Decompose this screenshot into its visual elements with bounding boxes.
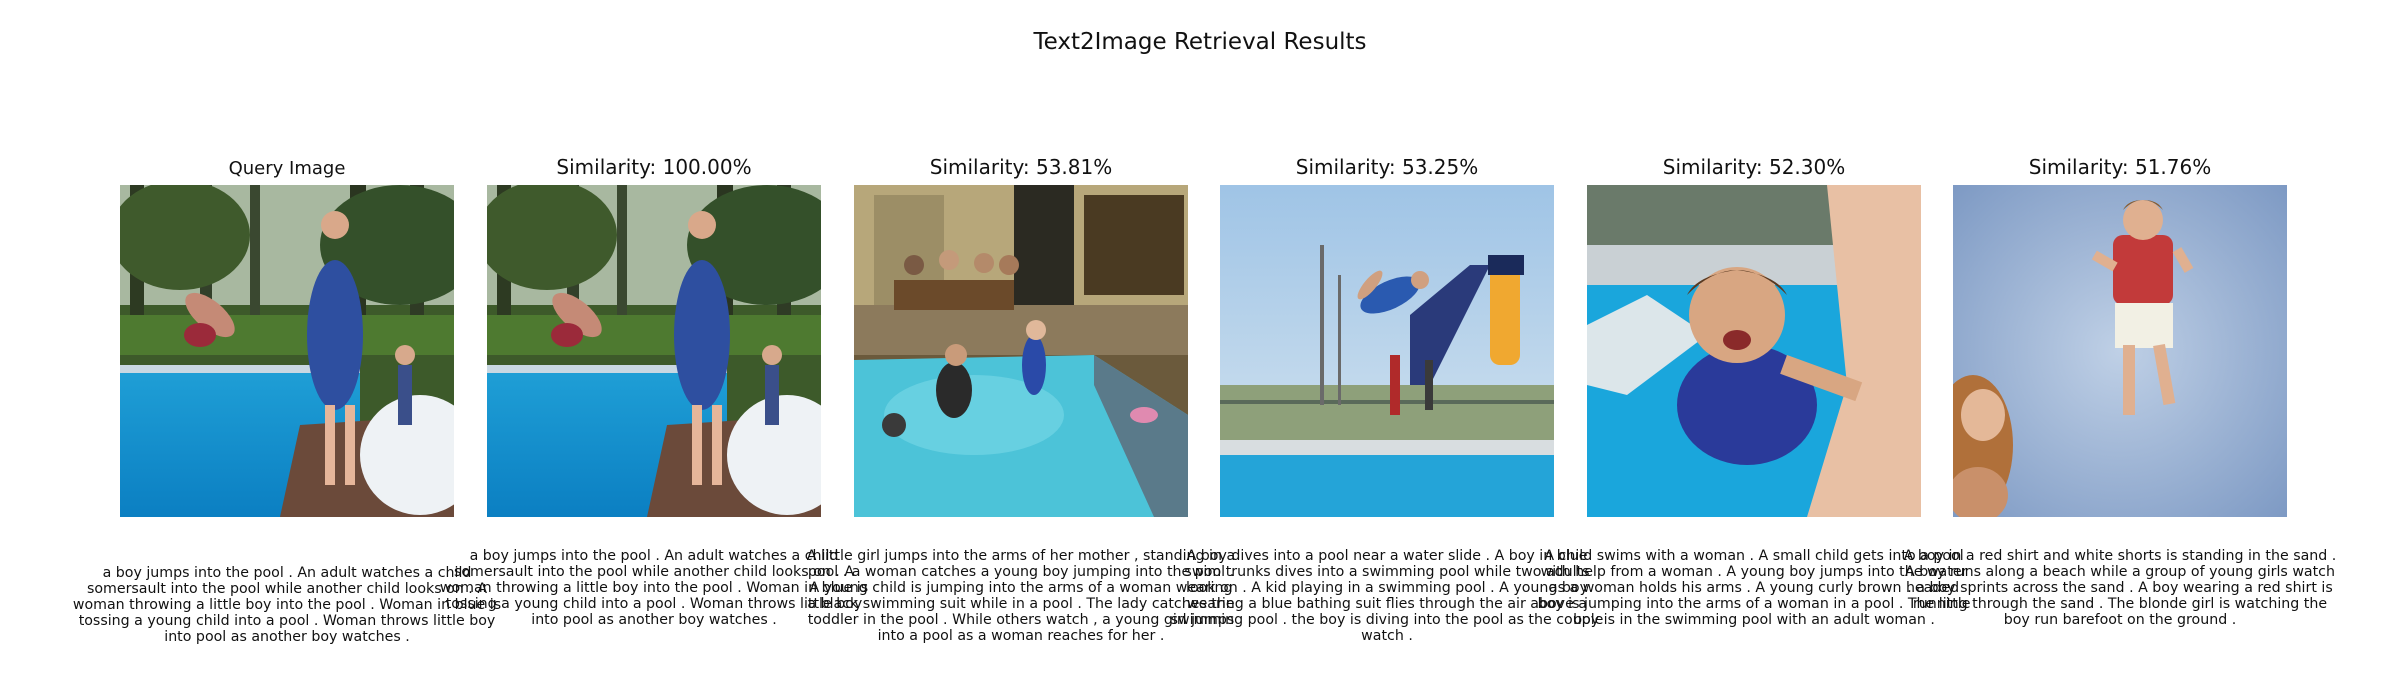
query-image bbox=[120, 185, 454, 517]
result-caption-1: a boy jumps into the pool . An adult wat… bbox=[439, 548, 869, 628]
result-image-2 bbox=[854, 185, 1188, 517]
result-caption-5: A boy in a red shirt and white shorts is… bbox=[1903, 548, 2337, 628]
similarity-label-2: Similarity: 53.81% bbox=[929, 155, 1113, 179]
query-caption: a boy jumps into the pool . An adult wat… bbox=[72, 565, 502, 645]
similarity-label-3: Similarity: 53.25% bbox=[1295, 155, 1479, 179]
result-image-3 bbox=[1220, 185, 1554, 517]
page-title: Text2Image Retrieval Results bbox=[1033, 29, 1367, 55]
result-caption-2: A little girl jumps into the arms of her… bbox=[806, 548, 1236, 644]
result-image-5 bbox=[1953, 185, 2287, 517]
query-image-label: Query Image bbox=[228, 158, 346, 179]
similarity-label-4: Similarity: 52.30% bbox=[1662, 155, 1846, 179]
similarity-label-1: Similarity: 100.00% bbox=[556, 155, 752, 179]
similarity-label-5: Similarity: 51.76% bbox=[2028, 155, 2212, 179]
result-caption-3: A boy dives into a pool near a water sli… bbox=[1170, 548, 1604, 644]
result-caption-4: A child swims with a woman . A small chi… bbox=[1537, 548, 1971, 628]
result-image-4 bbox=[1587, 185, 1921, 517]
result-image-1 bbox=[487, 185, 821, 517]
